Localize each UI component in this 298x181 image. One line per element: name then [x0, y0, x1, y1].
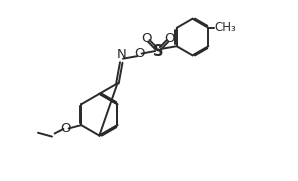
- Text: S: S: [153, 44, 163, 58]
- Text: O: O: [134, 47, 144, 60]
- Text: CH₃: CH₃: [215, 21, 236, 34]
- Text: N: N: [117, 48, 126, 61]
- Text: O: O: [164, 32, 175, 45]
- Text: O: O: [142, 32, 152, 45]
- Text: O: O: [61, 122, 71, 135]
